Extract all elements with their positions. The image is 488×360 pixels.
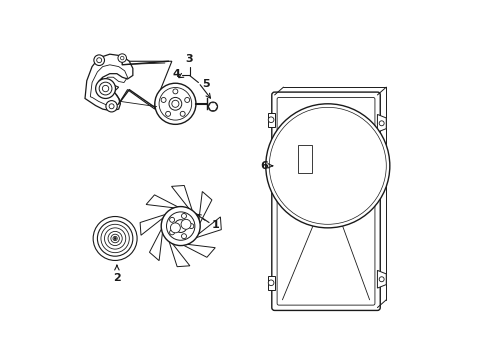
Circle shape <box>166 212 195 240</box>
Circle shape <box>268 280 273 285</box>
Circle shape <box>173 89 178 94</box>
Circle shape <box>265 104 389 228</box>
Circle shape <box>268 117 273 123</box>
Polygon shape <box>267 276 274 290</box>
Circle shape <box>181 213 186 219</box>
Circle shape <box>108 231 122 246</box>
Circle shape <box>114 238 116 239</box>
Circle shape <box>161 98 166 103</box>
Text: 6: 6 <box>260 161 267 171</box>
Circle shape <box>104 228 125 249</box>
Circle shape <box>170 223 180 233</box>
Polygon shape <box>171 185 193 213</box>
Text: 5: 5 <box>202 78 209 89</box>
Circle shape <box>97 221 133 256</box>
FancyBboxPatch shape <box>271 92 380 310</box>
FancyBboxPatch shape <box>277 98 374 305</box>
Polygon shape <box>181 244 215 257</box>
Circle shape <box>94 55 104 66</box>
Circle shape <box>118 54 126 62</box>
Circle shape <box>169 230 174 235</box>
Polygon shape <box>146 195 181 208</box>
Circle shape <box>111 234 119 243</box>
Circle shape <box>378 121 384 126</box>
Polygon shape <box>193 217 221 239</box>
Circle shape <box>378 277 384 282</box>
Polygon shape <box>99 58 171 109</box>
Polygon shape <box>198 192 211 226</box>
Polygon shape <box>140 213 168 235</box>
Circle shape <box>181 219 191 229</box>
Circle shape <box>106 100 117 112</box>
Circle shape <box>101 224 129 253</box>
Circle shape <box>93 216 137 260</box>
Circle shape <box>188 224 193 229</box>
Text: 2: 2 <box>113 273 121 283</box>
Circle shape <box>181 234 186 239</box>
Polygon shape <box>377 270 386 288</box>
Circle shape <box>208 102 217 111</box>
Polygon shape <box>297 145 311 173</box>
Polygon shape <box>85 54 133 111</box>
Polygon shape <box>168 239 189 267</box>
Circle shape <box>96 78 115 99</box>
Circle shape <box>155 83 196 124</box>
Circle shape <box>161 207 200 246</box>
Polygon shape <box>208 103 217 111</box>
Circle shape <box>171 100 179 107</box>
Circle shape <box>169 217 174 222</box>
Circle shape <box>210 104 215 109</box>
Circle shape <box>165 111 170 116</box>
Circle shape <box>113 237 117 240</box>
Polygon shape <box>377 114 386 132</box>
Circle shape <box>180 111 185 116</box>
Text: 1: 1 <box>211 220 219 230</box>
Text: 3: 3 <box>185 54 193 64</box>
Polygon shape <box>267 113 274 127</box>
Circle shape <box>184 98 189 103</box>
Text: 4: 4 <box>172 69 180 79</box>
Circle shape <box>169 98 182 110</box>
Polygon shape <box>149 226 163 261</box>
Circle shape <box>174 220 187 233</box>
